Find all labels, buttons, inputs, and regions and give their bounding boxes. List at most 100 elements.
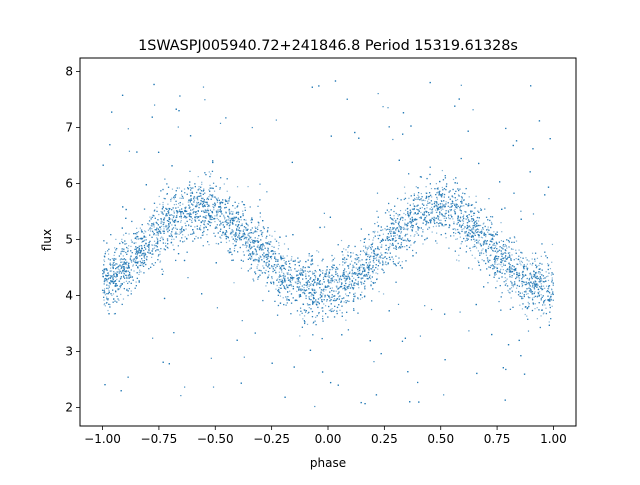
data-point	[236, 233, 238, 235]
data-point	[536, 286, 539, 288]
data-point	[181, 197, 183, 199]
data-point	[315, 316, 317, 318]
data-point	[153, 222, 155, 224]
data-point	[175, 203, 177, 206]
data-point	[133, 259, 135, 261]
data-point	[197, 199, 199, 201]
data-point	[205, 225, 207, 228]
data-point	[240, 230, 242, 232]
data-point	[143, 240, 145, 242]
data-point	[480, 251, 483, 253]
data-point	[508, 291, 510, 293]
data-point	[549, 297, 551, 299]
data-point	[487, 245, 490, 247]
data-point	[529, 274, 531, 276]
data-point	[473, 233, 475, 235]
data-point	[184, 222, 186, 224]
data-point	[134, 261, 136, 263]
data-point	[156, 237, 158, 239]
data-point	[255, 252, 258, 254]
data-point	[540, 294, 542, 296]
data-point	[502, 263, 505, 265]
data-point	[473, 214, 475, 216]
data-point	[343, 248, 345, 250]
data-point	[182, 211, 184, 214]
data-point	[456, 198, 459, 201]
data-point	[283, 243, 286, 245]
data-point	[527, 330, 530, 332]
data-point	[308, 285, 310, 287]
data-point	[515, 257, 517, 260]
data-point	[357, 254, 359, 257]
data-point	[302, 267, 304, 269]
data-point	[331, 308, 333, 310]
data-point	[331, 260, 333, 262]
data-point	[220, 237, 222, 239]
data-point	[550, 298, 552, 300]
data-point	[482, 228, 484, 230]
data-point	[531, 252, 534, 254]
data-point	[236, 221, 238, 223]
data-point	[185, 228, 187, 230]
data-point	[394, 235, 396, 237]
data-point	[361, 272, 364, 274]
data-point	[141, 249, 143, 251]
data-point	[240, 267, 243, 269]
data-point	[435, 225, 437, 227]
data-point	[109, 283, 111, 285]
data-point	[445, 237, 447, 239]
data-point	[399, 226, 401, 229]
data-point	[505, 260, 507, 263]
data-point	[126, 276, 128, 278]
data-point	[232, 221, 234, 223]
data-point	[534, 260, 536, 262]
data-point	[188, 206, 191, 208]
data-point	[247, 239, 249, 241]
data-point	[205, 215, 208, 217]
data-point	[478, 236, 480, 238]
data-point	[384, 228, 386, 230]
data-point	[261, 231, 263, 234]
data-point	[337, 276, 339, 278]
data-point	[210, 222, 213, 224]
data-point	[184, 236, 186, 238]
data-point	[515, 249, 517, 251]
data-point	[295, 282, 297, 284]
data-point	[506, 278, 508, 280]
data-point	[314, 278, 316, 280]
data-point	[382, 229, 384, 231]
data-point	[338, 281, 341, 283]
data-point	[511, 265, 513, 267]
data-point	[487, 282, 489, 284]
data-point	[344, 279, 346, 281]
data-point	[471, 234, 474, 237]
data-point	[411, 221, 413, 223]
data-point	[112, 277, 115, 279]
data-point	[236, 186, 239, 188]
data-point	[189, 186, 191, 189]
data-point	[368, 254, 370, 256]
data-point	[373, 232, 376, 234]
data-point	[538, 291, 541, 293]
data-point	[550, 274, 553, 276]
data-point	[377, 234, 379, 237]
data-point	[472, 246, 474, 248]
data-point	[432, 225, 435, 228]
data-point	[495, 266, 497, 268]
data-point	[453, 221, 455, 223]
data-point	[492, 235, 494, 237]
data-point	[280, 269, 283, 271]
data-point	[437, 188, 439, 190]
data-point	[345, 261, 347, 263]
data-point	[475, 224, 477, 226]
data-point	[405, 228, 407, 230]
data-point	[214, 220, 216, 223]
data-point	[264, 256, 266, 258]
data-point	[410, 235, 412, 237]
data-point	[161, 221, 163, 223]
data-point	[256, 266, 258, 268]
data-point	[335, 290, 337, 292]
data-point	[257, 205, 259, 207]
data-point	[418, 210, 420, 212]
data-point	[157, 255, 159, 257]
